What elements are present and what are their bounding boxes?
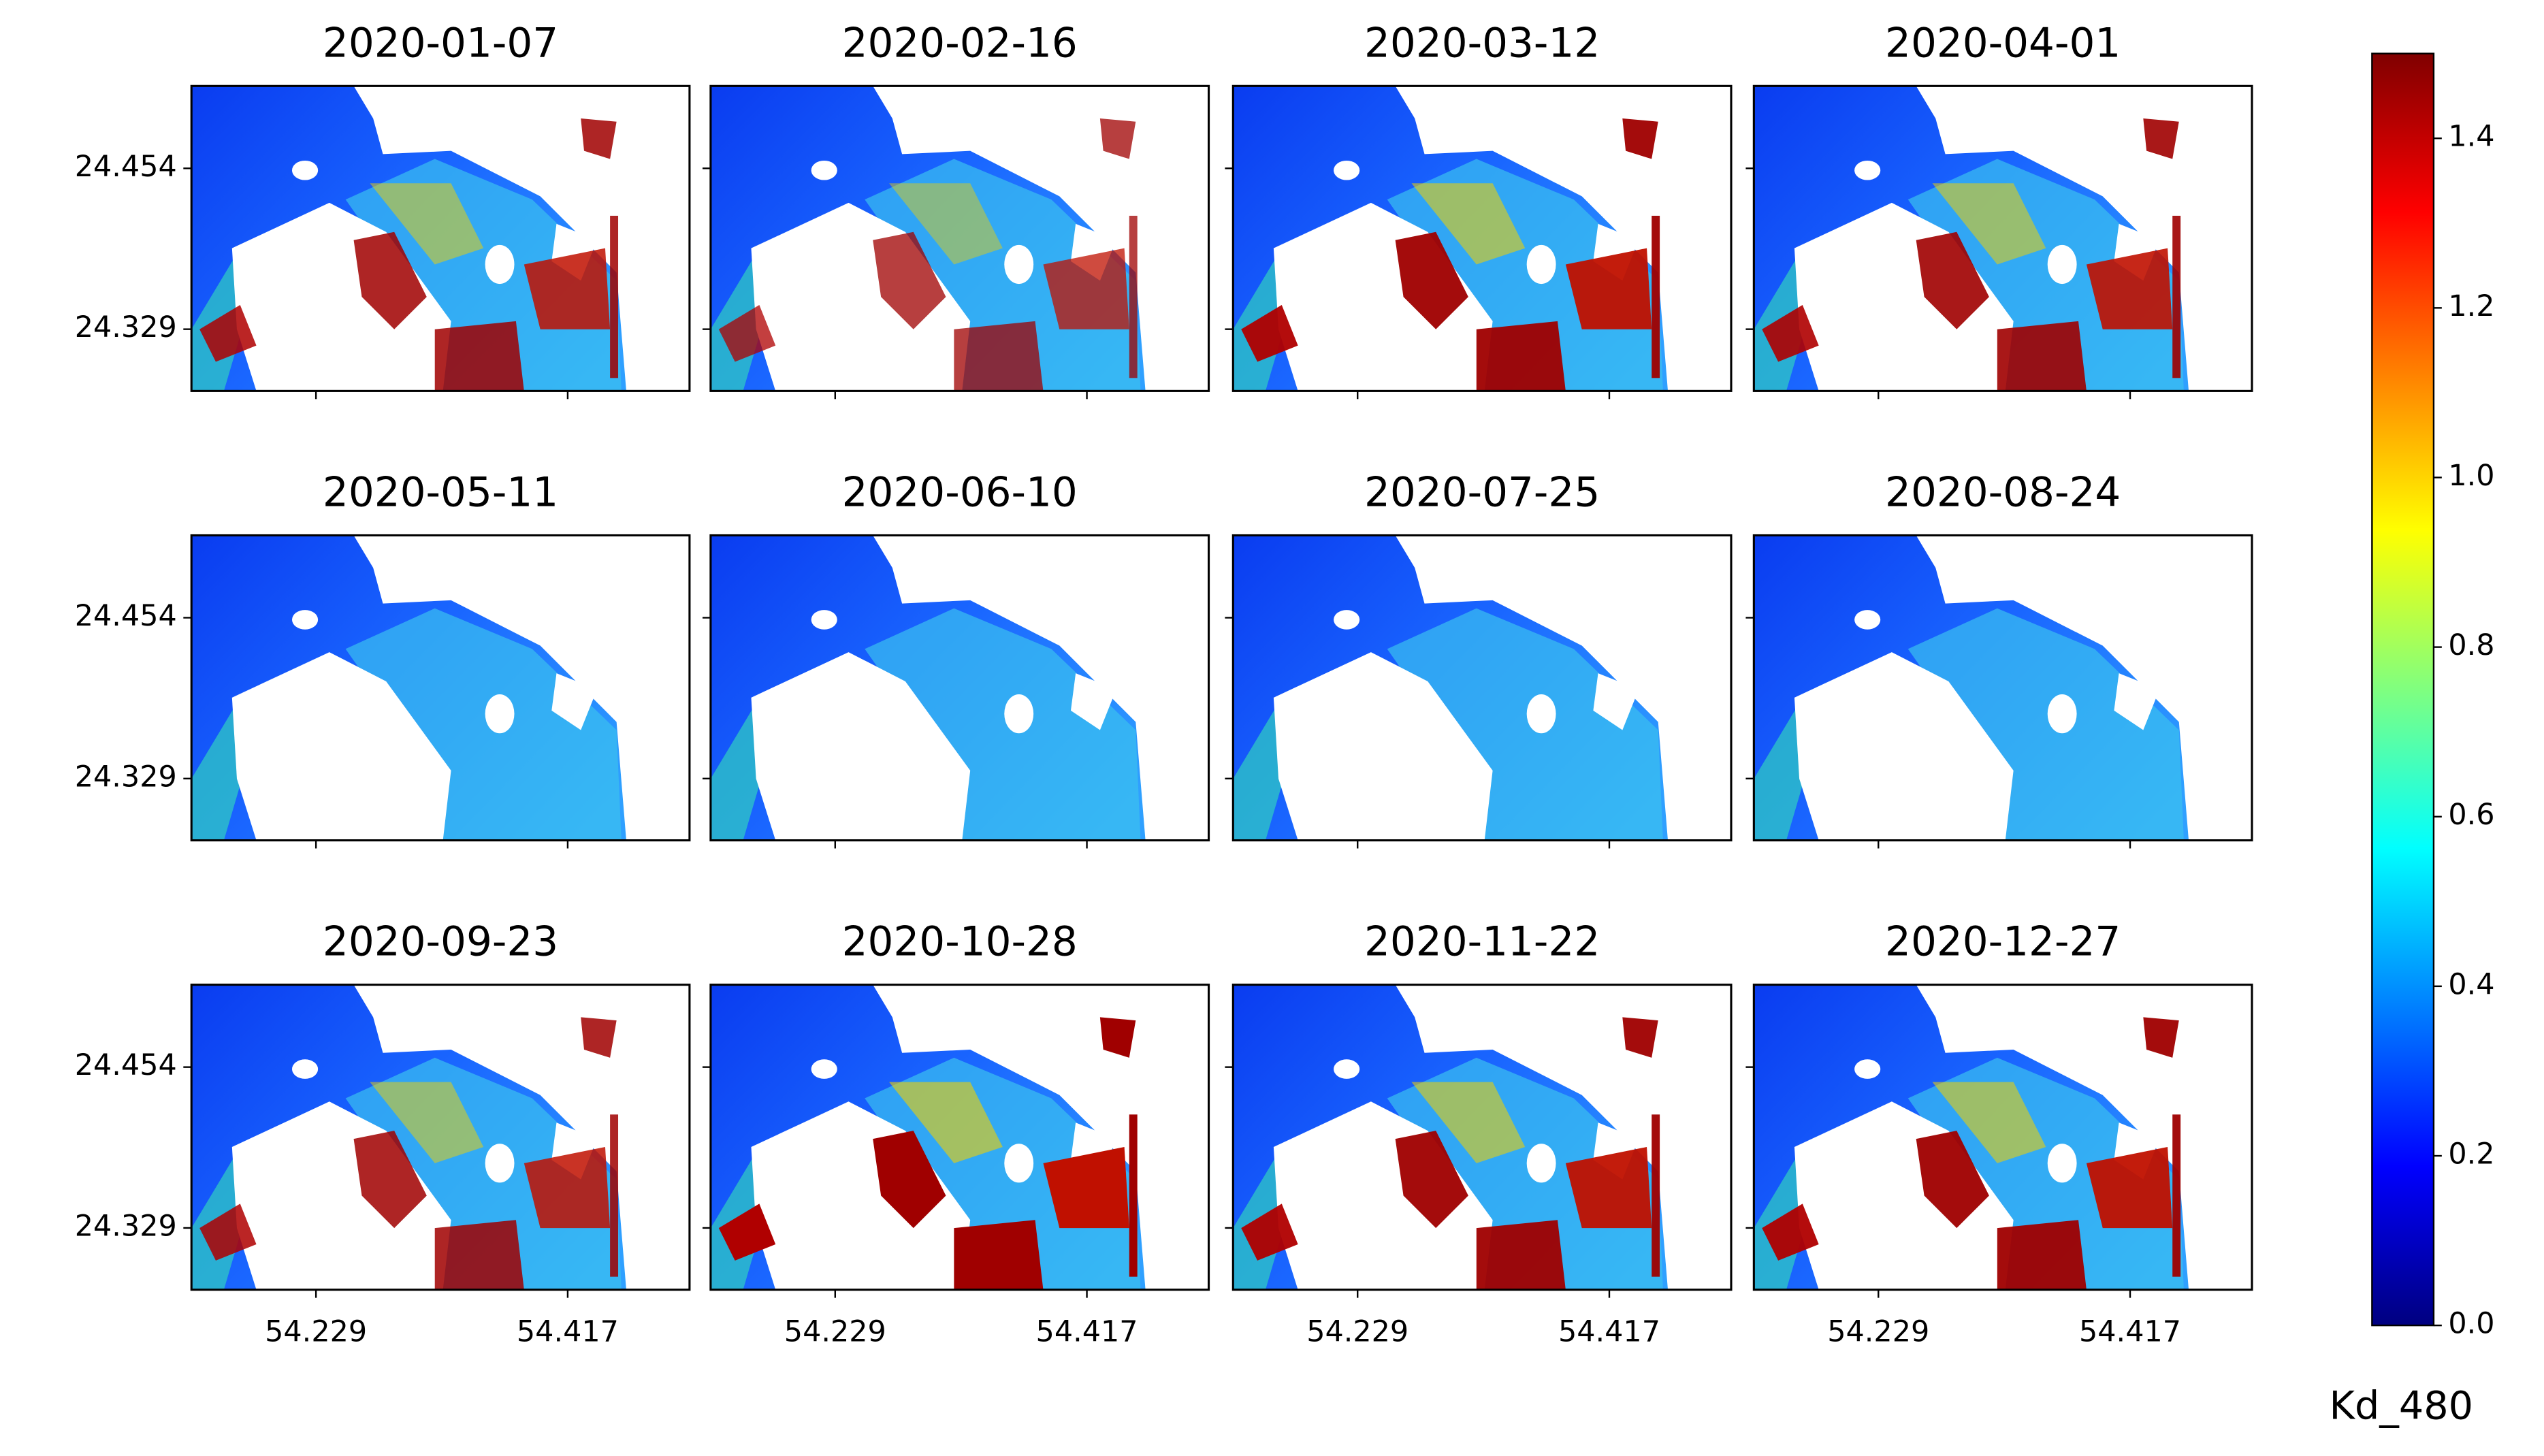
x-tick-label: 54.417 bbox=[2079, 1315, 2181, 1349]
map-raster bbox=[1754, 535, 2253, 841]
x-tick-label: 54.229 bbox=[1306, 1315, 1408, 1349]
panel-frame bbox=[709, 534, 1210, 842]
panel-frame bbox=[1231, 534, 1733, 842]
panel-frame bbox=[190, 984, 691, 1291]
map-raster bbox=[1233, 535, 1731, 841]
colorbar-tick-label: 0.0 bbox=[2448, 1307, 2494, 1341]
colorbar-tick-label: 1.4 bbox=[2448, 120, 2494, 154]
panel-title: 2020-04-01 bbox=[1885, 20, 2121, 67]
panel-frame bbox=[190, 534, 691, 842]
panel-title: 2020-07-25 bbox=[1364, 469, 1600, 516]
colorbar-tick-label: 1.0 bbox=[2448, 459, 2494, 493]
x-tick-label: 54.229 bbox=[265, 1315, 367, 1349]
x-tick-label: 54.417 bbox=[1036, 1315, 1138, 1349]
colorbar-tick-label: 0.6 bbox=[2448, 798, 2494, 832]
y-tick-label: 24.454 bbox=[75, 599, 177, 633]
panel-frame bbox=[1231, 84, 1733, 392]
panel-title: 2020-11-22 bbox=[1364, 919, 1600, 966]
y-tick-label: 24.329 bbox=[75, 760, 177, 794]
panel-frame bbox=[1231, 984, 1733, 1291]
panel-title: 2020-08-24 bbox=[1885, 469, 2121, 516]
map-raster bbox=[191, 535, 690, 841]
panel-title: 2020-05-11 bbox=[323, 469, 558, 516]
panel-frame bbox=[1752, 984, 2253, 1291]
x-tick-label: 54.229 bbox=[1827, 1315, 1929, 1349]
panel-title: 2020-06-10 bbox=[842, 469, 1078, 516]
x-tick-label: 54.417 bbox=[517, 1315, 619, 1349]
panel-frame bbox=[1752, 84, 2253, 392]
panel-frame bbox=[1752, 534, 2253, 842]
colorbar-tick-label: 0.8 bbox=[2448, 628, 2494, 662]
panel-title: 2020-02-16 bbox=[842, 20, 1078, 67]
colorbar bbox=[2371, 52, 2435, 1327]
panel-title: 2020-03-12 bbox=[1364, 20, 1600, 67]
colorbar-label: Kd_480 bbox=[2329, 1383, 2473, 1428]
colorbar-tick-label: 1.2 bbox=[2448, 289, 2494, 323]
panel-frame bbox=[709, 84, 1210, 392]
map-raster bbox=[710, 535, 1209, 841]
panel-title: 2020-01-07 bbox=[323, 20, 558, 67]
x-tick-label: 54.417 bbox=[1558, 1315, 1660, 1349]
y-tick-label: 24.454 bbox=[75, 1048, 177, 1082]
y-tick-label: 24.329 bbox=[75, 310, 177, 344]
panel-title: 2020-12-27 bbox=[1885, 919, 2121, 966]
panel-title: 2020-10-28 bbox=[842, 919, 1078, 966]
panel-title: 2020-09-23 bbox=[323, 919, 558, 966]
x-tick-label: 54.229 bbox=[784, 1315, 886, 1349]
y-tick-label: 24.329 bbox=[75, 1209, 177, 1243]
y-tick-label: 24.454 bbox=[75, 150, 177, 184]
colorbar-tick-label: 0.2 bbox=[2448, 1137, 2494, 1171]
panel-frame bbox=[709, 984, 1210, 1291]
panel-frame bbox=[190, 84, 691, 392]
colorbar-tick-label: 0.4 bbox=[2448, 967, 2494, 1001]
